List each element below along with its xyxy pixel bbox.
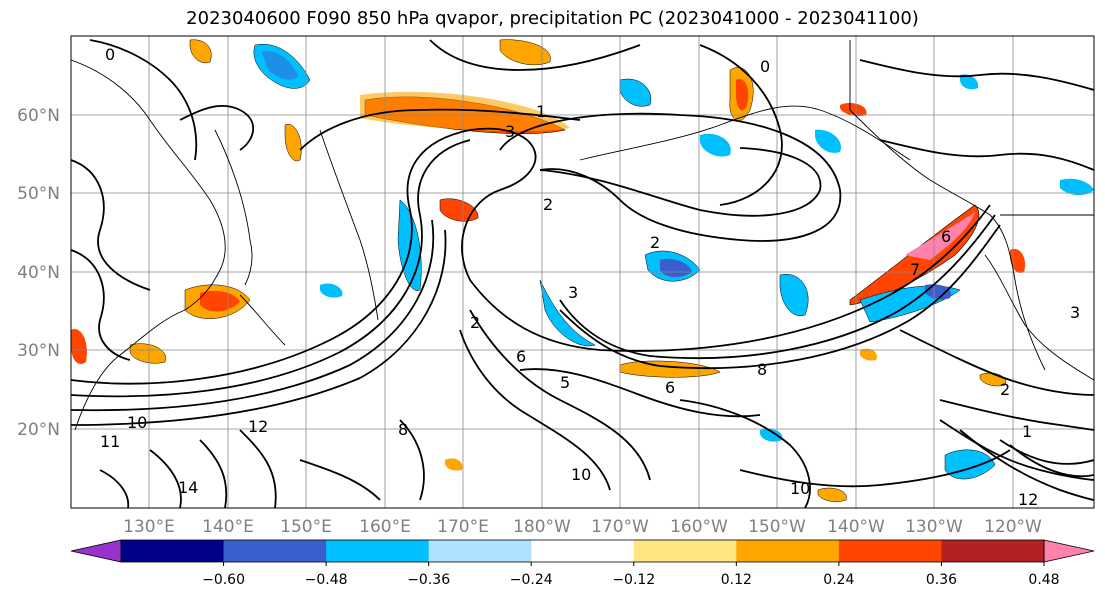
colorbar-tick-label: 0.24 (823, 572, 854, 588)
contour-label: 7 (910, 260, 920, 279)
contour-label: 2 (470, 313, 480, 332)
graticule (71, 36, 1094, 508)
contour-label: 2 (650, 233, 660, 252)
colorbar-extend-max (1043, 539, 1095, 563)
colorbar-segment (736, 540, 840, 562)
colorbar-segment (121, 540, 225, 562)
contour-label: 11 (100, 432, 120, 451)
contour-label: 14 (178, 478, 198, 497)
lon-label: 170°W (591, 517, 649, 537)
latitude-labels: 60°N 50°N 40°N 30°N 20°N (17, 106, 60, 440)
contour-label: 10 (127, 413, 147, 432)
colorbar-segment (941, 540, 1045, 562)
colorbar-outline (120, 539, 1045, 563)
contour-label: 5 (560, 373, 570, 392)
precip-positive-shading (71, 39, 1026, 502)
contour-label: 0 (105, 45, 115, 64)
colorbar-segment (633, 540, 737, 562)
contour-label: 3 (505, 122, 515, 141)
contour-labels: 0 0 1 3 2 2 2 3 5 6 6 8 8 10 10 11 12 14… (100, 45, 1080, 509)
contour-label: 8 (398, 420, 408, 439)
contour-label: 12 (248, 417, 268, 436)
colorbar-tick-label: −0.36 (407, 572, 450, 588)
contour-label: 6 (516, 347, 526, 366)
colorbar-segment (326, 540, 430, 562)
contour-label: 1 (1022, 422, 1032, 441)
contour-label: 6 (941, 227, 951, 246)
lon-label: 150°W (748, 517, 806, 537)
contour-label: 8 (757, 360, 767, 379)
contour-label: 3 (1070, 303, 1080, 322)
lon-label: 160°E (359, 517, 411, 537)
contour-label: 1 (536, 102, 546, 121)
colorbar-segment (531, 540, 635, 562)
contour-label: 6 (665, 378, 675, 397)
colorbar: −0.60 −0.48 −0.36 −0.24 −0.12 0.12 0.24 0.36 0.4… (70, 539, 1095, 588)
colorbar-tick-label: 0.36 (926, 572, 957, 588)
lat-label: 30°N (17, 341, 60, 361)
lon-label: 130°E (123, 517, 175, 537)
lon-label: 120°W (984, 517, 1042, 537)
colorbar-tick-label: −0.60 (202, 572, 245, 588)
map-content: 0 0 1 3 2 2 2 3 5 6 6 8 8 10 10 11 12 14… (71, 36, 1094, 509)
qvapor-contours (71, 39, 1094, 508)
colorbar-segment (223, 540, 327, 562)
contour-label: 3 (568, 283, 578, 302)
contour-label: 0 (760, 57, 770, 76)
contour-label: 10 (571, 465, 591, 484)
colorbar-tick-label: 0.48 (1028, 572, 1059, 588)
contour-label: 2 (1000, 380, 1010, 399)
lat-label: 60°N (17, 106, 60, 126)
lon-label: 140°W (827, 517, 885, 537)
lon-label: 180°W (513, 517, 571, 537)
contour-label: 2 (543, 195, 553, 214)
lon-label: 170°E (437, 517, 489, 537)
lon-label: 140°E (202, 517, 254, 537)
colorbar-tick-label: −0.24 (510, 572, 553, 588)
colorbar-extend-min (70, 539, 122, 563)
lat-label: 50°N (17, 184, 60, 204)
lat-label: 20°N (17, 420, 60, 440)
lon-label: 150°E (280, 517, 332, 537)
longitude-labels: 130°E 140°E 150°E 160°E 170°E 180°W 170°… (123, 517, 1042, 537)
map-border (70, 35, 1095, 509)
colorbar-tick-label: −0.12 (612, 572, 655, 588)
coastlines (71, 40, 1094, 431)
contour-label: 12 (1018, 490, 1038, 509)
colorbar-tick-label: 0.12 (721, 572, 752, 588)
figure-title: 2023040600 F090 850 hPa qvapor, precipit… (186, 8, 919, 29)
colorbar-segment (838, 540, 942, 562)
colorbar-tick-label: −0.48 (305, 572, 348, 588)
colorbar-segment (428, 540, 532, 562)
lon-label: 160°W (670, 517, 728, 537)
lon-label: 130°W (905, 517, 963, 537)
lat-label: 40°N (17, 263, 60, 283)
contour-label: 10 (790, 479, 810, 498)
